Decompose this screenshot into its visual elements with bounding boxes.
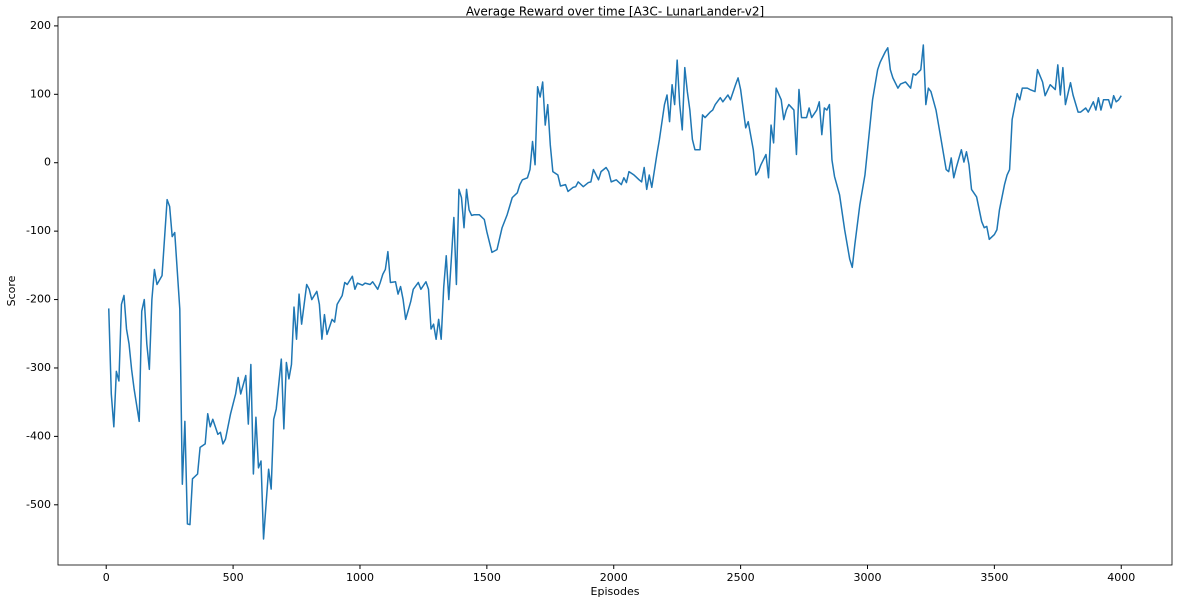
x-tick-label: 1500 bbox=[473, 571, 501, 584]
y-tick-label: -100 bbox=[26, 224, 51, 237]
y-tick-label: -400 bbox=[26, 429, 51, 442]
x-tick-label: 4000 bbox=[1107, 571, 1135, 584]
x-tick-label: 2000 bbox=[600, 571, 628, 584]
x-tick-label: 500 bbox=[223, 571, 244, 584]
x-tick-label: 1000 bbox=[346, 571, 374, 584]
line bbox=[108, 44, 1122, 540]
y-tick-label: -300 bbox=[26, 361, 51, 374]
x-axis-label: Episodes bbox=[591, 585, 640, 598]
x-tick-label: 3000 bbox=[853, 571, 881, 584]
y-tick-label: 100 bbox=[30, 87, 51, 100]
y-tick-label: 0 bbox=[44, 156, 51, 169]
chart-title: Average Reward over time [A3C- LunarLand… bbox=[466, 5, 764, 19]
x-tick-label: 3500 bbox=[980, 571, 1008, 584]
x-tick-label: 0 bbox=[103, 571, 110, 584]
y-axis-label: Score bbox=[5, 275, 18, 306]
x-tick-label: 2500 bbox=[727, 571, 755, 584]
y-tick-label: -500 bbox=[26, 498, 51, 511]
plot-frame bbox=[57, 16, 1173, 566]
y-tick-label: 200 bbox=[30, 19, 51, 32]
y-tick-label: -200 bbox=[26, 293, 51, 306]
